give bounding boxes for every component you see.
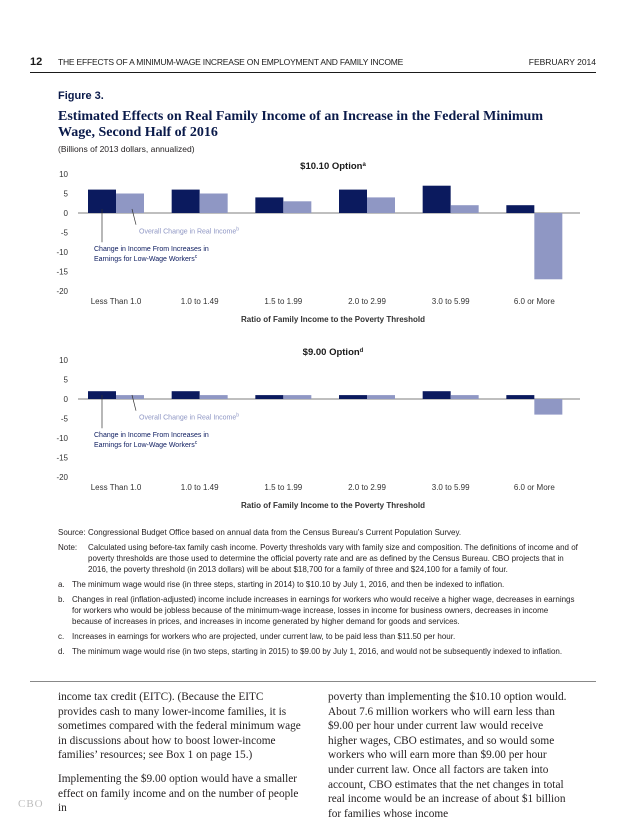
bar-overall [367,395,395,399]
footnote-b: b. Changes in real (inflation-adjusted) … [58,594,578,627]
bar-overall [534,399,563,415]
footnote-c-key: c. [58,632,65,641]
note-text: Calculated using before-tax family cash … [88,543,578,574]
bar-overall [450,205,479,213]
bar-earnings [255,197,284,213]
figure-label: Figure 3. [58,90,104,102]
figure-title: Estimated Effects on Real Family Income … [58,109,544,140]
footnote-c-text: Increases in earnings for workers who ar… [72,632,456,641]
annotation-earnings-line2: Earnings for Low-Wage Workersc [94,254,198,263]
bar-overall [450,395,479,399]
source-key: Source: [58,528,86,537]
annotation-overall: Overall Change in Real Incomeb [139,413,239,422]
page-number: 12 [30,56,43,68]
figure-subtitle: (Billions of 2013 dollars, annualized) [58,144,195,154]
bar-overall [199,193,228,213]
x-tick-label: Less Than 1.0 [91,297,142,306]
y-tick-label: -20 [56,473,68,482]
x-tick-label: 3.0 to 5.99 [432,297,470,306]
header-rule [30,72,596,73]
x-tick-label: 1.5 to 1.99 [264,483,302,492]
bar-earnings [422,185,451,213]
footnote-d-text: The minimum wage would rise (in two step… [72,647,563,656]
x-tick-label: Less Than 1.0 [91,483,142,492]
bar-overall [367,197,395,213]
bar-overall [116,193,144,213]
bar-overall [283,395,312,399]
footnote-b-text: Changes in real (inflation-adjusted) inc… [72,595,575,626]
y-tick-label: 5 [64,376,69,385]
x-tick-label: 3.0 to 5.99 [432,483,470,492]
body-paragraph: income tax credit (EITC). (Because the E… [58,691,301,762]
annotation-earnings-line1: Change in Income From Increases in [94,432,209,439]
footnote-a: a. The minimum wage would rise (in three… [58,579,578,590]
y-tick-label: -15 [56,268,68,277]
bar-earnings [422,391,451,399]
y-tick-label: -10 [56,248,68,257]
bar-earnings [255,395,284,399]
y-tick-label: 0 [64,395,69,404]
bar-overall [534,213,563,280]
y-tick-label: -10 [56,434,68,443]
body-column-left: income tax credit (EITC). (Because the E… [58,690,303,825]
footnote-a-key: a. [58,580,65,589]
bar-earnings [88,189,116,213]
y-tick-label: 0 [64,209,69,218]
y-tick-label: -5 [61,229,69,238]
leader-line-overall [131,394,137,411]
x-axis-label: Ratio of Family Income to the Poverty Th… [241,501,425,510]
x-axis-label: Ratio of Family Income to the Poverty Th… [241,315,425,324]
body-paragraph: Implementing the $9.00 option would have… [58,772,299,815]
footnote-c: c. Increases in earnings for workers who… [58,631,578,642]
footnote-d-key: d. [58,647,65,656]
leader-line-overall [131,208,137,225]
footnote-d: d. The minimum wage would rise (in two s… [58,646,578,657]
y-tick-label: -5 [61,415,69,424]
body-column-right: poverty than implementing the $10.10 opt… [328,690,573,830]
annotation-earnings-line2: Earnings for Low-Wage Workersc [94,440,198,449]
y-tick-label: -20 [56,287,68,296]
x-tick-label: 2.0 to 2.99 [348,483,386,492]
footnote-a-text: The minimum wage would rise (in three st… [72,580,505,589]
x-tick-label: 1.0 to 1.49 [181,483,219,492]
x-tick-label: 1.5 to 1.99 [264,297,302,306]
x-tick-label: 2.0 to 2.99 [348,297,386,306]
running-title: THE EFFECTS OF A MINIMUM-WAGE INCREASE O… [58,57,404,67]
source-note: Source: Congressional Budget Office base… [58,527,578,538]
section-rule [30,681,596,682]
bar-earnings [339,395,367,399]
bar-earnings [506,205,535,213]
y-tick-label: 10 [59,170,68,179]
header-date: FEBRUARY 2014 [528,57,596,67]
figure-notes: Source: Congressional Budget Office base… [58,527,578,661]
x-tick-label: 6.0 or More [514,483,555,492]
bar-earnings [339,189,367,213]
footnote-b-key: b. [58,595,65,604]
source-text: Congressional Budget Office based on ann… [88,528,462,537]
annotation-overall: Overall Change in Real Incomeb [139,227,239,236]
chart-title: $10.10 Optiona [300,161,366,172]
bar-overall [199,395,228,399]
body-paragraph: poverty than implementing the $10.10 opt… [328,691,567,820]
chart-9-00-option: $9.00 Optiond 10 5 0 -5 -10 -15 -20 Less Than 1.… [56,347,580,510]
y-tick-label: 5 [64,190,69,199]
x-tick-label: 6.0 or More [514,297,555,306]
y-tick-label: -15 [56,454,68,463]
y-tick-label: 10 [59,356,68,365]
chart-title: $9.00 Optiond [303,347,364,358]
bar-overall [116,395,144,399]
general-note: Note: Calculated using before-tax family… [58,542,578,575]
note-key: Note: [58,543,78,552]
annotation-earnings-line1: Change in Income From Increases in [94,246,209,253]
bar-earnings [171,189,200,213]
cbo-logo: CBO [18,798,44,810]
x-tick-label: 1.0 to 1.49 [181,297,219,306]
bar-earnings [506,395,535,399]
bar-earnings [171,391,200,399]
chart-10-10-option: $10.10 Optiona 10 5 0 -5 -10 -15 -20 Less Than 1… [56,161,580,324]
bar-overall [283,201,312,213]
